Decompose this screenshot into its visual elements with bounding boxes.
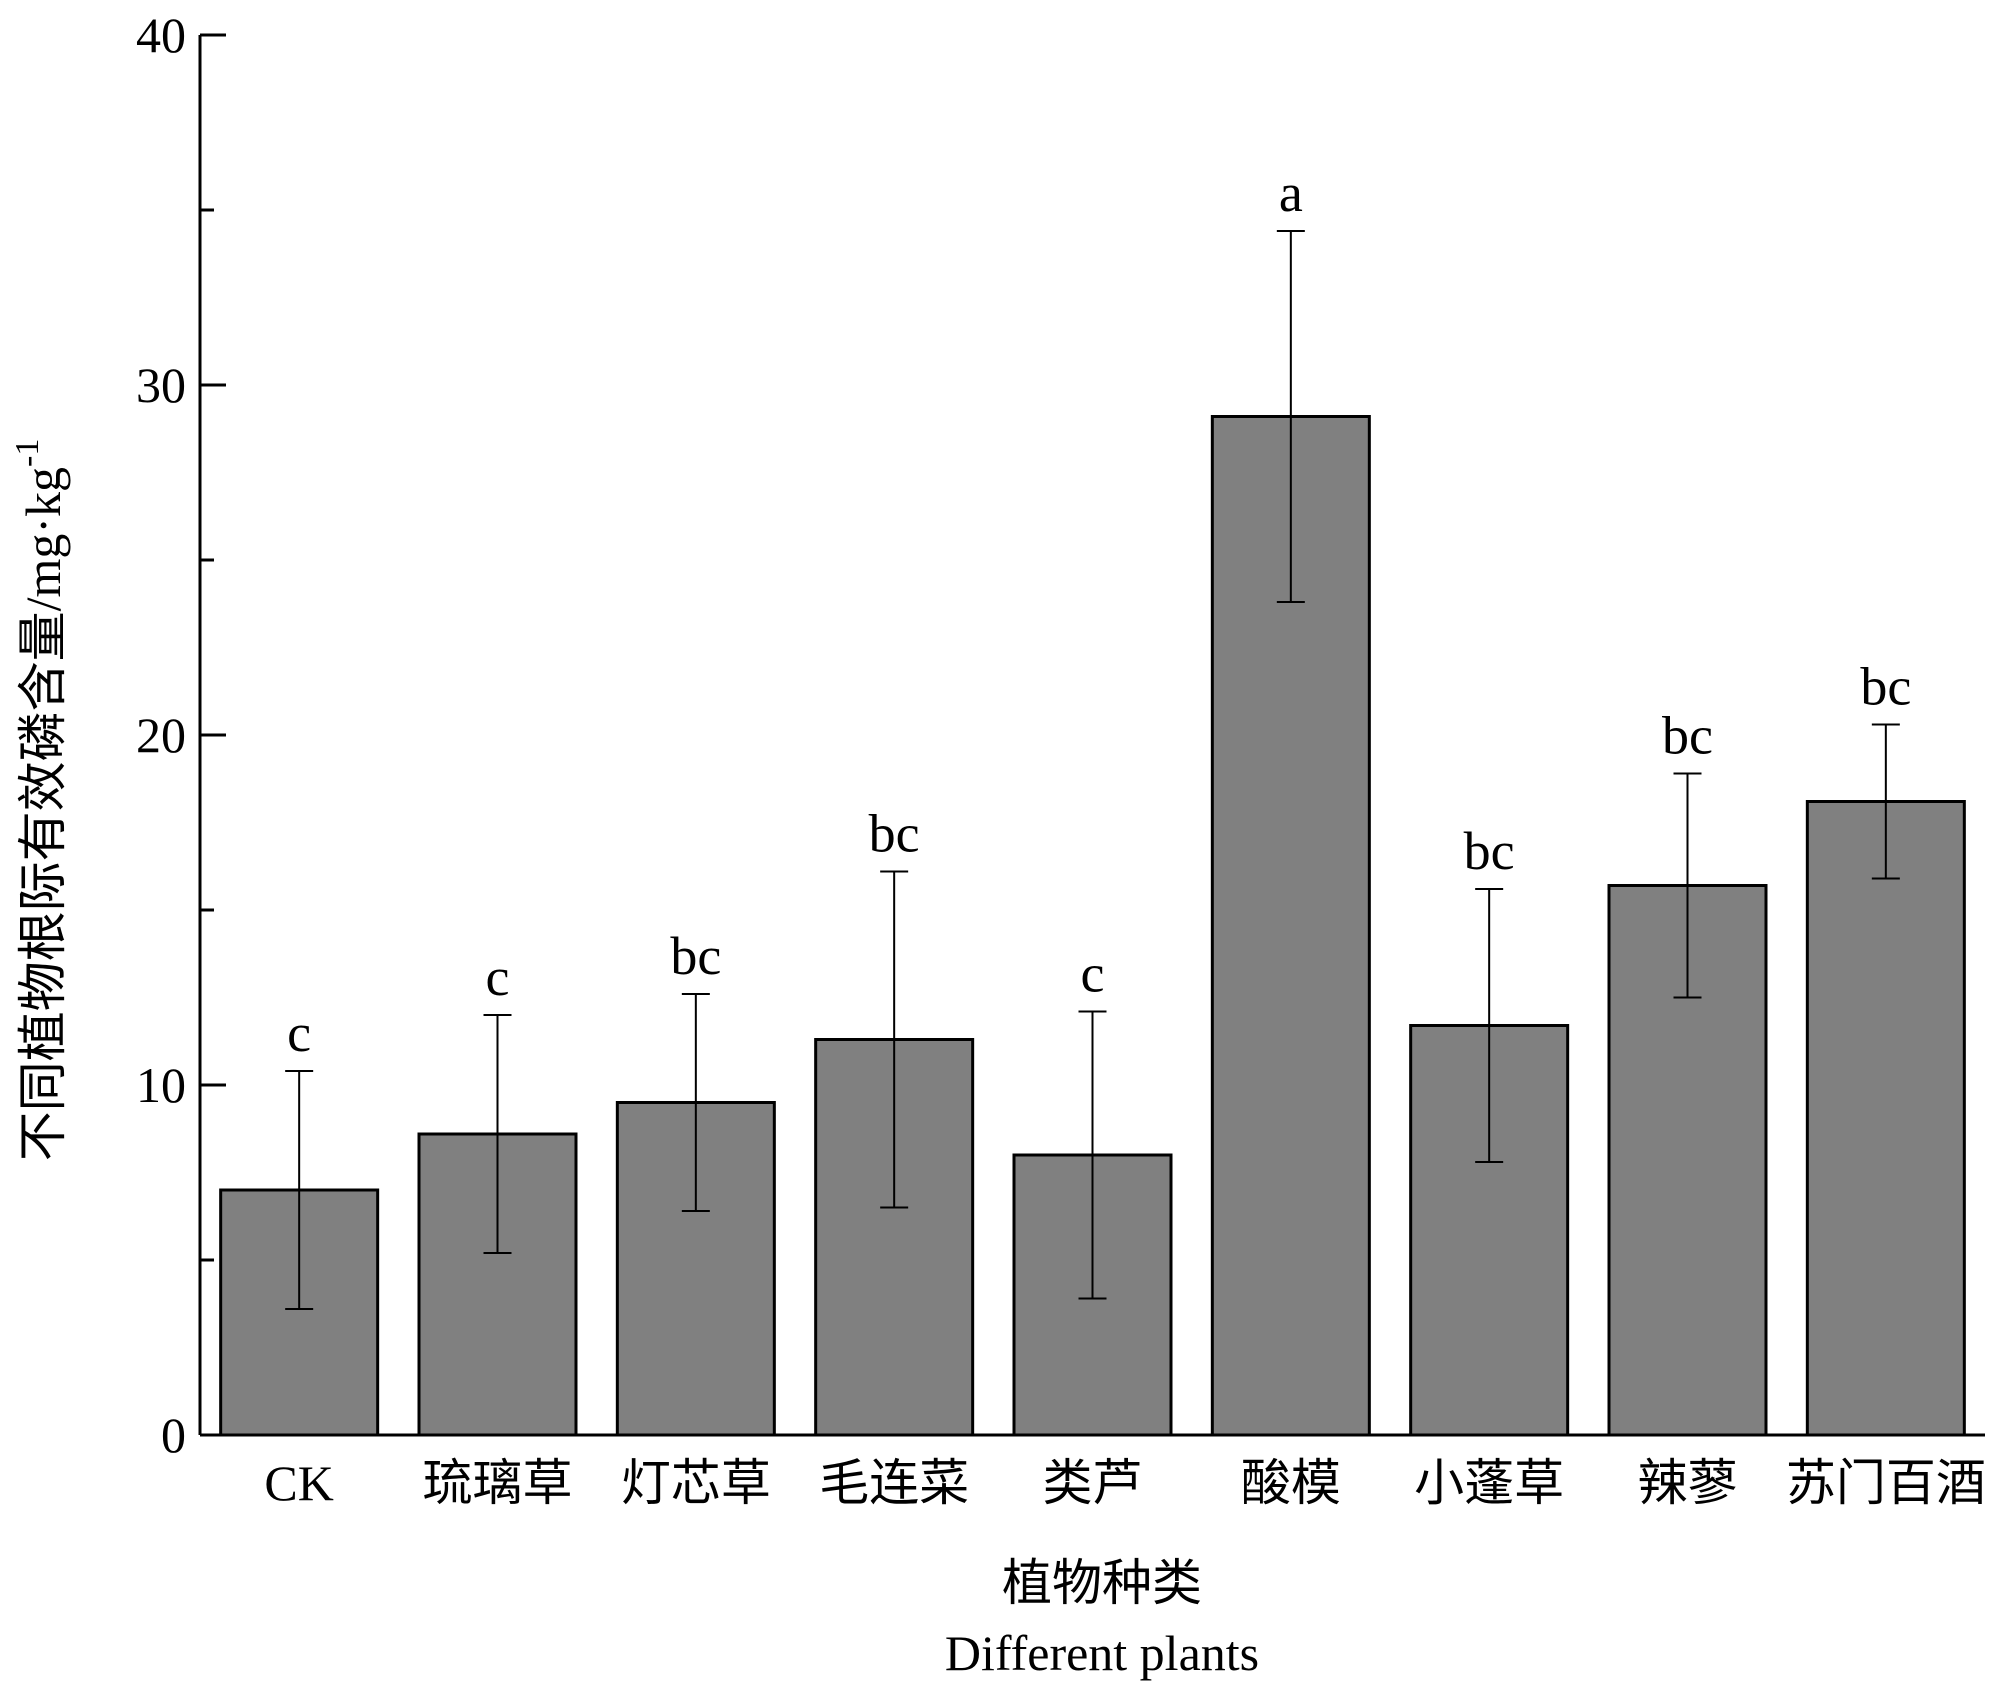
significance-label-4: c bbox=[1081, 944, 1105, 1004]
y-tick-label: 0 bbox=[161, 1407, 186, 1463]
y-axis-title-superscript: -1 bbox=[9, 439, 46, 467]
y-tick-label: 10 bbox=[136, 1057, 186, 1113]
category-label-0: CK bbox=[264, 1455, 333, 1511]
y-tick-label: 40 bbox=[136, 7, 186, 63]
bar-8 bbox=[1805, 800, 1966, 1437]
category-label-6: 小蓬草 bbox=[1414, 1455, 1564, 1511]
category-label-7: 辣蓼 bbox=[1638, 1455, 1738, 1511]
significance-label-8: bc bbox=[1860, 657, 1911, 717]
x-axis-title-english: Different plants bbox=[945, 1625, 1259, 1681]
category-label-3: 毛连菜 bbox=[819, 1455, 969, 1511]
category-label-5: 酸模 bbox=[1241, 1455, 1341, 1511]
significance-label-6: bc bbox=[1464, 821, 1515, 881]
category-label-4: 类芦 bbox=[1043, 1455, 1143, 1511]
category-label-8: 苏门百酒 bbox=[1786, 1455, 1986, 1511]
y-tick-label: 30 bbox=[136, 357, 186, 413]
plot-area: 0 10 20 30 40 c CK c 琉璃草 bc 灯芯草 bc 毛连菜 c 类芦 a 酸模 bc 小蓬草 bc 辣… bbox=[136, 7, 1986, 1511]
category-label-2: 灯芯草 bbox=[621, 1455, 771, 1511]
y-axis-title: 不同植物根际有效磷含量/mg·kg-1 bbox=[9, 439, 71, 1162]
significance-label-2: bc bbox=[670, 926, 721, 986]
significance-label-3: bc bbox=[869, 804, 920, 864]
significance-label-0: c bbox=[287, 1003, 311, 1063]
significance-label-5: a bbox=[1279, 163, 1303, 223]
y-tick-label: 20 bbox=[136, 707, 186, 763]
category-label-1: 琉璃草 bbox=[423, 1455, 573, 1511]
significance-label-1: c bbox=[486, 947, 510, 1007]
x-axis-title: 植物种类 bbox=[1002, 1555, 1202, 1611]
significance-label-7: bc bbox=[1662, 706, 1713, 766]
